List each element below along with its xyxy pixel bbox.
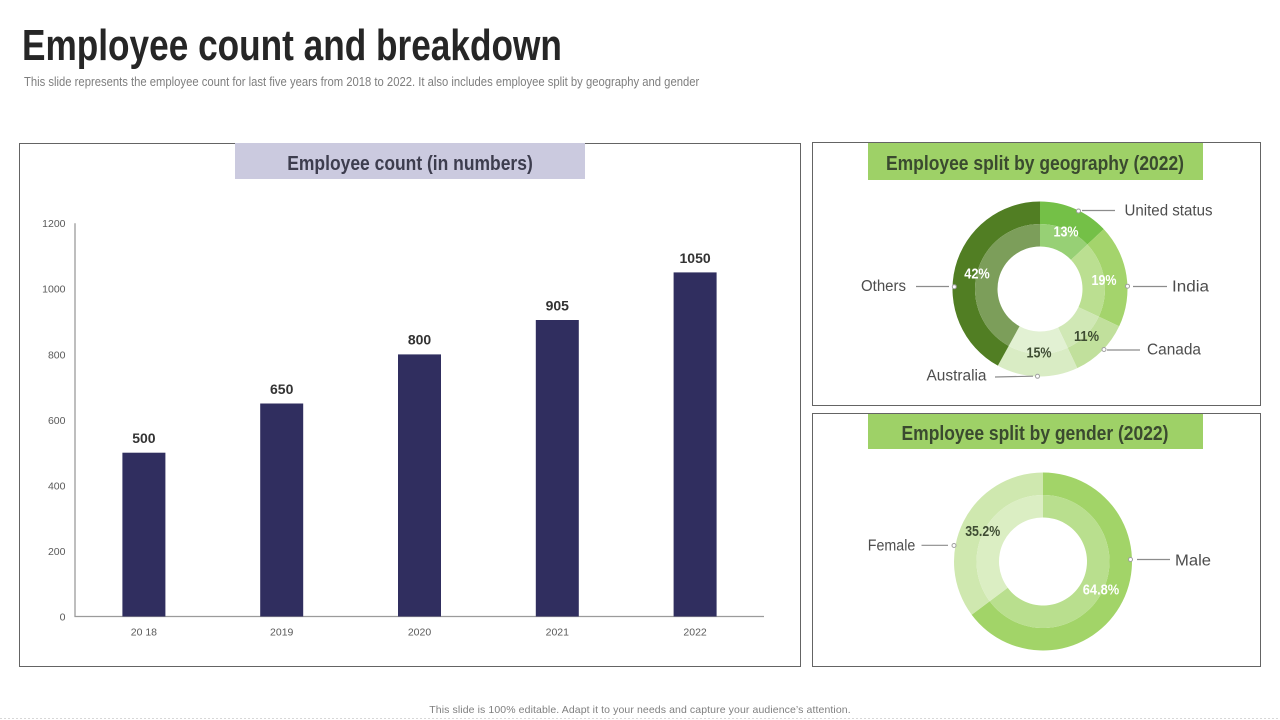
svg-text:35.2%: 35.2%	[965, 524, 1000, 540]
svg-text:600: 600	[48, 415, 66, 427]
svg-text:India: India	[1172, 279, 1209, 296]
svg-text:15%: 15%	[1027, 346, 1052, 362]
svg-text:20 18: 20 18	[131, 627, 157, 639]
svg-text:2022: 2022	[683, 627, 707, 639]
svg-text:United status: United status	[1125, 203, 1213, 220]
svg-text:19%: 19%	[1092, 273, 1117, 289]
svg-text:0: 0	[60, 611, 66, 623]
svg-text:13%: 13%	[1054, 225, 1079, 241]
svg-text:Male: Male	[1175, 553, 1211, 570]
svg-text:650: 650	[270, 381, 294, 397]
svg-text:11%: 11%	[1074, 329, 1099, 345]
svg-text:1000: 1000	[42, 284, 66, 296]
svg-text:500: 500	[132, 430, 156, 446]
svg-text:Others: Others	[861, 278, 906, 295]
svg-text:800: 800	[408, 332, 432, 348]
svg-text:2020: 2020	[408, 627, 432, 639]
svg-text:2021: 2021	[546, 627, 570, 639]
svg-text:2019: 2019	[270, 627, 294, 639]
svg-text:Female: Female	[868, 538, 916, 555]
svg-text:200: 200	[48, 546, 66, 558]
svg-text:1200: 1200	[42, 218, 66, 230]
svg-text:Australia: Australia	[927, 368, 987, 385]
svg-text:42%: 42%	[964, 267, 990, 283]
svg-text:400: 400	[48, 480, 66, 492]
svg-text:800: 800	[48, 349, 66, 361]
svg-text:64.8%: 64.8%	[1083, 582, 1120, 598]
svg-text:905: 905	[546, 297, 570, 313]
svg-text:1050: 1050	[680, 250, 711, 266]
svg-text:Canada: Canada	[1147, 342, 1201, 359]
